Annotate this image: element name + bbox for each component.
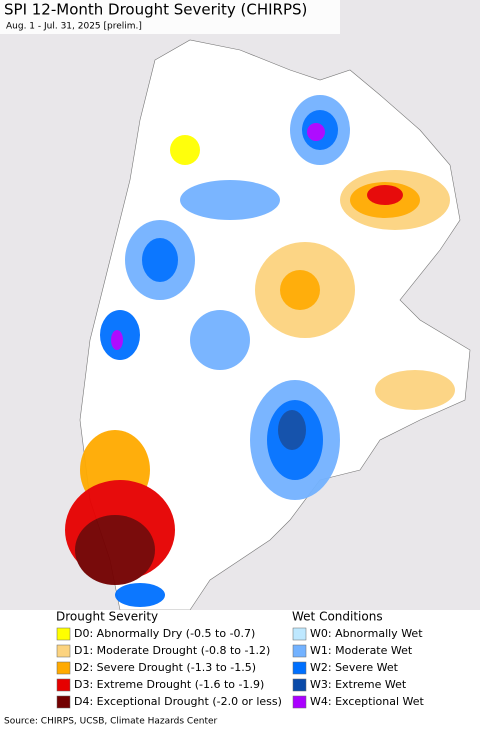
- legend-label: D1: Moderate Drought (-0.8 to -1.2): [74, 644, 270, 657]
- legend-label: D0: Abnormally Dry (-0.5 to -0.7): [74, 627, 255, 640]
- legend-swatch: [56, 644, 71, 658]
- legend-swatch: [56, 627, 71, 641]
- legend-title: Wet Conditions: [292, 610, 383, 624]
- title: SPI 12-Month Drought Severity (CHIRPS): [4, 1, 307, 19]
- legend-swatch: [292, 678, 307, 692]
- legend-title: Drought Severity: [56, 610, 158, 624]
- legend-swatch: [292, 661, 307, 675]
- subtitle: Aug. 1 - Jul. 31, 2025 [prelim.]: [6, 22, 142, 32]
- legend-area: [0, 610, 480, 730]
- legend-swatch: [56, 661, 71, 675]
- title-box: [0, 0, 340, 34]
- legend-label: D2: Severe Drought (-1.3 to -1.5): [74, 661, 256, 674]
- legend-swatch: [292, 695, 307, 709]
- legend-swatch: [292, 627, 307, 641]
- legend-label: D4: Exceptional Drought (-2.0 or less): [74, 695, 282, 708]
- drought-wet-areas: [65, 95, 455, 607]
- legend-swatch: [56, 695, 71, 709]
- legend-label: W4: Exceptional Wet: [310, 695, 425, 708]
- legend-label: W0: Abnormally Wet: [310, 627, 423, 640]
- legend-label: W3: Extreme Wet: [310, 678, 407, 691]
- legend-swatch: [56, 678, 71, 692]
- map: [0, 0, 480, 611]
- source: Source: CHIRPS, UCSB, Climate Hazards Ce…: [4, 717, 218, 727]
- legend-label: W1: Moderate Wet: [310, 644, 413, 657]
- legend-label: W2: Severe Wet: [310, 661, 399, 674]
- legend-label: D3: Extreme Drought (-1.6 to -1.9): [74, 678, 264, 691]
- legend-swatch: [292, 644, 307, 658]
